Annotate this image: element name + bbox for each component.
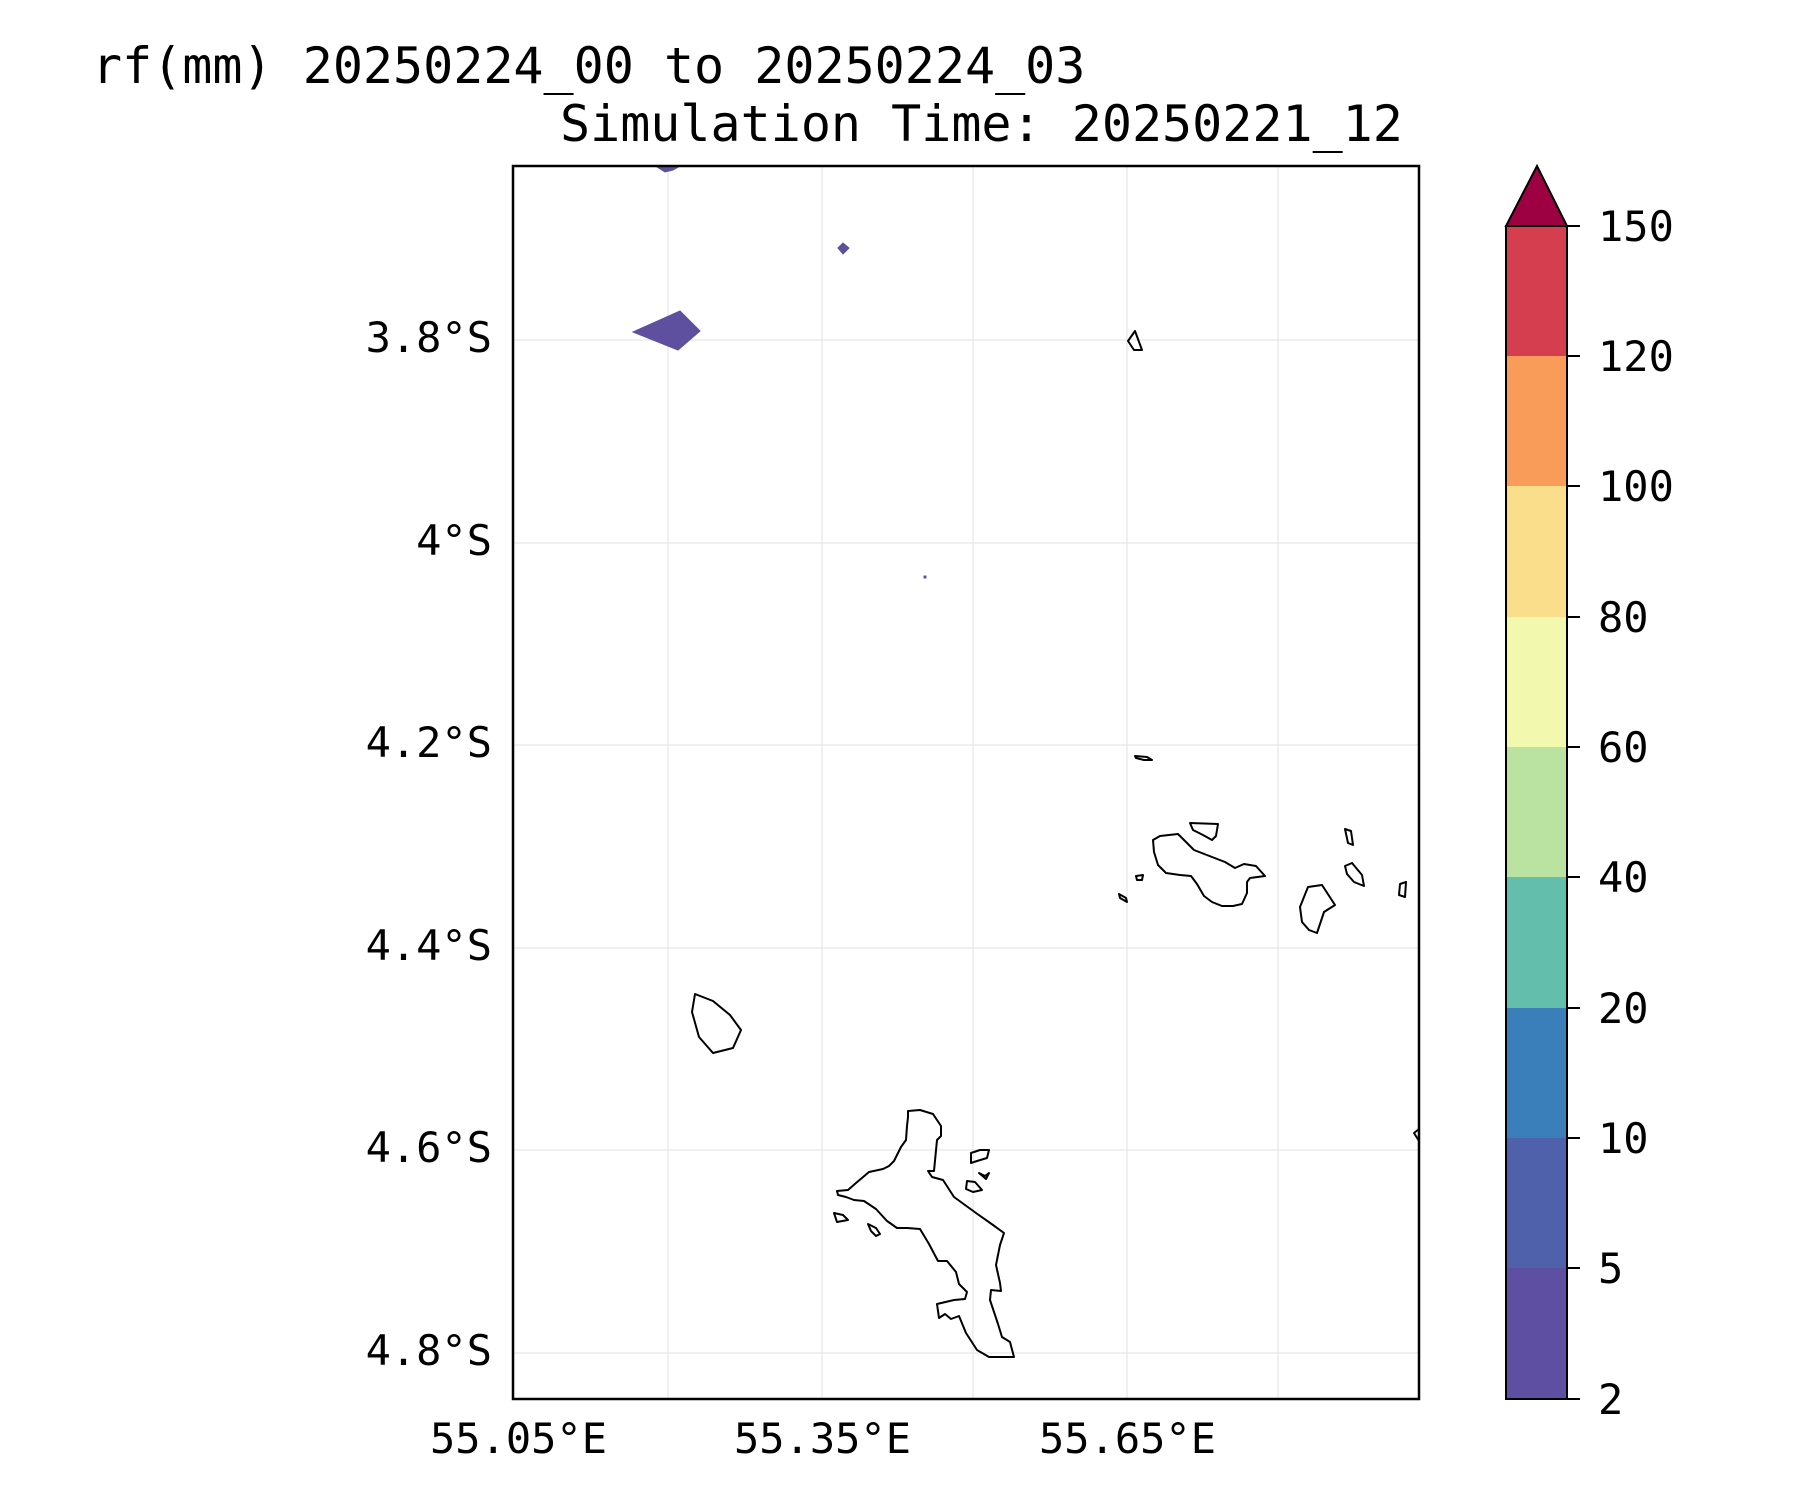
coastlines — [691, 330, 1420, 1358]
latitude-labels: 3.8°S 4°S 4.2°S 4.4°S 4.6°S 4.8°S — [366, 313, 492, 1375]
colorbar-bin-10-20 — [1506, 1008, 1567, 1138]
coastline-island — [1344, 828, 1354, 846]
coastline-island — [1135, 874, 1144, 881]
lon-tick-label: 55.65°E — [1039, 1414, 1216, 1463]
colorbar-bin-80-100 — [1506, 486, 1567, 617]
colorbar-frame — [1505, 225, 1568, 1400]
colorbar-bin-5-10 — [1506, 1138, 1567, 1268]
coastline-island-la-digue — [1299, 884, 1336, 934]
map-panel — [511, 164, 1421, 1401]
colorbar-tick-label: 60 — [1598, 723, 1649, 772]
coastline-island-mahe — [836, 1109, 1015, 1358]
colorbar-bin-120-150 — [1506, 226, 1567, 356]
coastline-island — [833, 1212, 849, 1223]
lat-tick-label: 4.2°S — [366, 718, 492, 767]
colorbar-bin-40-60 — [1506, 747, 1567, 877]
colorbar-tick-label: 80 — [1598, 593, 1649, 642]
precip-patch — [837, 242, 850, 255]
coastline-island — [1413, 1128, 1420, 1142]
colorbar-tick-label: 5 — [1598, 1244, 1623, 1293]
map-background — [513, 166, 1419, 1399]
colorbar-tick-label: 10 — [1598, 1114, 1649, 1163]
precip-patch — [631, 310, 701, 351]
coastline-island-praslin — [1152, 833, 1266, 907]
coastline-island — [867, 1223, 881, 1237]
coastline-island — [970, 1149, 990, 1164]
colorbar-extend-arrow — [1504, 163, 1569, 227]
title-line-1: rf(mm) 20250224_00 to 20250224_03 — [92, 37, 1086, 95]
lat-tick-label: 4.4°S — [366, 921, 492, 970]
colorbar: 2 5 10 20 40 60 80 100 120 150 — [1504, 163, 1674, 1424]
colorbar-bin-2-5 — [1506, 1268, 1567, 1399]
coastline-island — [1398, 881, 1407, 898]
colorbar-labels: 2 5 10 20 40 60 80 100 120 150 — [1598, 202, 1674, 1424]
map-frame — [511, 164, 1421, 1401]
coastline-island — [1134, 755, 1153, 761]
lat-tick-label: 3.8°S — [366, 313, 492, 362]
coastline-island-silhouette — [691, 993, 742, 1054]
lon-tick-label: 55.35°E — [734, 1414, 911, 1463]
lat-tick-label: 4°S — [416, 516, 492, 565]
colorbar-bin-100-120 — [1506, 356, 1567, 486]
colorbar-tick-label: 120 — [1598, 332, 1674, 381]
coastline-island — [1118, 893, 1128, 903]
precip-patch — [923, 575, 927, 579]
colorbar-tick-label: 20 — [1598, 984, 1649, 1033]
coastline-island — [978, 1172, 990, 1180]
colorbar-tick-label: 40 — [1598, 853, 1649, 902]
lat-tick-label: 4.6°S — [366, 1123, 492, 1172]
colorbar-ticks — [1567, 225, 1580, 1400]
coastline-island — [1127, 330, 1143, 351]
coastline-island — [1189, 822, 1219, 841]
lon-tick-label: 55.05°E — [430, 1414, 607, 1463]
longitude-labels: 55.05°E 55.35°E 55.65°E — [430, 1414, 1216, 1463]
title-line-2: Simulation Time: 20250221_12 — [560, 95, 1403, 153]
coastline-island — [1344, 862, 1365, 887]
colorbar-bin-20-40 — [1506, 877, 1567, 1008]
colorbar-tick-label: 150 — [1598, 202, 1674, 251]
precipitation-patches — [631, 165, 927, 579]
lat-tick-label: 4.8°S — [366, 1326, 492, 1375]
coastline-island — [965, 1180, 983, 1193]
colorbar-tick-label: 100 — [1598, 462, 1674, 511]
colorbar-tick-label: 2 — [1598, 1375, 1623, 1424]
colorbar-bin-60-80 — [1506, 617, 1567, 747]
